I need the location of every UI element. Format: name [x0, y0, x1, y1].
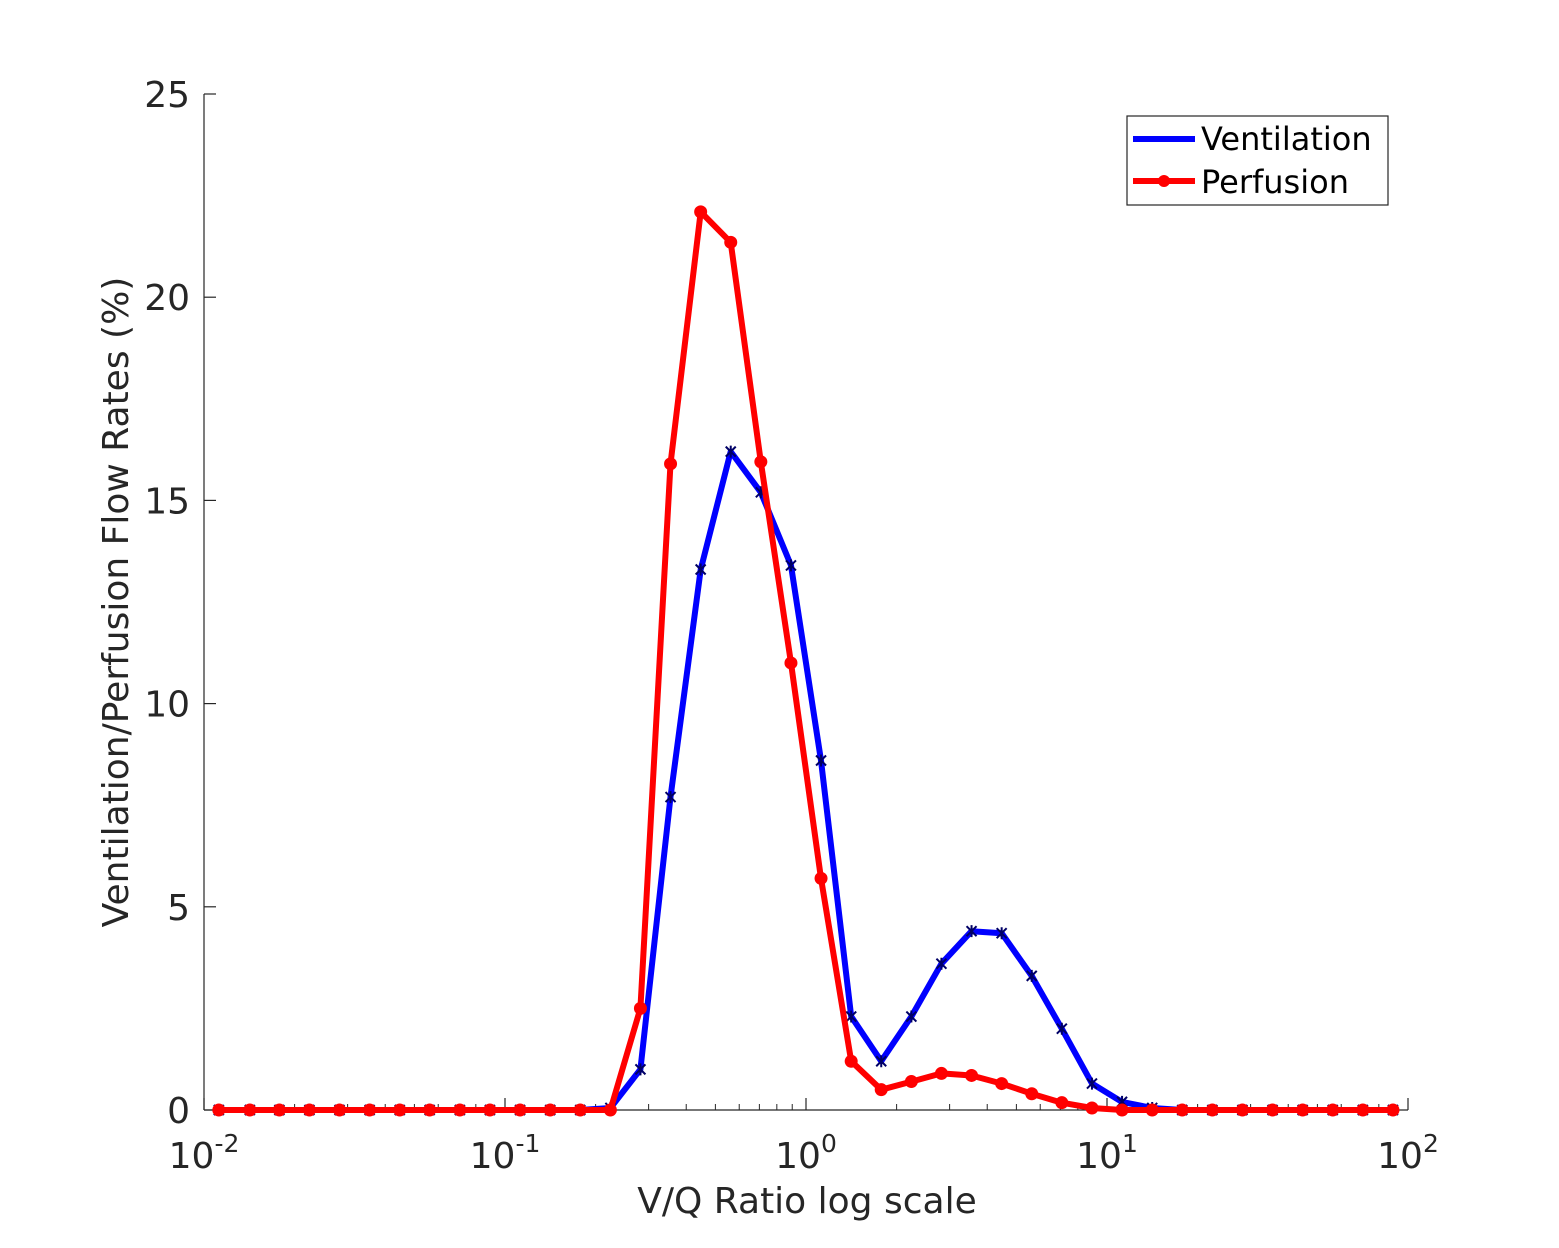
data-point-perfusion — [904, 1075, 918, 1089]
data-point-perfusion — [1386, 1103, 1400, 1117]
data-point-perfusion — [1145, 1103, 1159, 1117]
plot-series — [212, 205, 1400, 1117]
data-point-perfusion — [934, 1066, 948, 1080]
data-point-perfusion — [483, 1103, 497, 1117]
data-point-ventilation — [634, 1063, 647, 1076]
data-point-ventilation — [664, 791, 677, 804]
legend-entry-ventilation: Ventilation — [1133, 120, 1372, 158]
x-tick-label: 10-2 — [169, 1129, 240, 1177]
data-point-ventilation — [785, 559, 797, 572]
data-point-perfusion — [1205, 1103, 1219, 1117]
data-point-ventilation — [935, 957, 948, 970]
data-point-perfusion — [363, 1103, 377, 1117]
x-tick-label: 101 — [1076, 1129, 1138, 1177]
data-point-perfusion — [212, 1103, 226, 1117]
data-point-perfusion — [814, 871, 828, 885]
data-point-perfusion — [1235, 1103, 1249, 1117]
data-point-perfusion — [543, 1103, 557, 1117]
data-point-perfusion — [573, 1103, 587, 1117]
data-point-ventilation — [815, 754, 827, 767]
x-axis-ticks: 10-2 10-1 100 101 102 — [169, 1098, 1439, 1177]
legend: Ventilation Perfusion — [1126, 115, 1389, 206]
x-axis-label: V/Q Ratio log scale — [637, 1181, 977, 1222]
data-point-ventilation — [845, 1010, 857, 1023]
data-point-ventilation — [905, 1010, 918, 1023]
data-point-ventilation — [725, 445, 737, 458]
y-tick-label: 5 — [167, 888, 190, 929]
data-point-perfusion — [694, 205, 708, 219]
data-point-perfusion — [844, 1054, 858, 1068]
data-point-ventilation — [694, 563, 707, 576]
data-point-perfusion — [1356, 1103, 1370, 1117]
data-point-perfusion — [333, 1103, 347, 1117]
data-point-ventilation — [1056, 1022, 1068, 1035]
data-point-perfusion — [664, 457, 678, 471]
y-tick-label: 15 — [144, 481, 190, 522]
data-point-ventilation — [995, 927, 1008, 940]
data-point-ventilation — [875, 1055, 887, 1068]
legend-box — [1126, 115, 1389, 206]
y-tick-label: 10 — [144, 685, 190, 726]
data-point-perfusion — [1115, 1103, 1129, 1117]
y-axis-label: Ventilation/Perfusion Flow Rates (%) — [96, 277, 137, 928]
y-tick-label: 20 — [144, 278, 190, 319]
data-point-perfusion — [393, 1103, 407, 1117]
data-point-perfusion — [724, 235, 738, 249]
y-tick-label: 0 — [167, 1091, 190, 1132]
legend-entry-perfusion: Perfusion — [1133, 163, 1349, 201]
data-point-perfusion — [423, 1103, 437, 1117]
data-point-perfusion — [513, 1103, 527, 1117]
data-point-perfusion — [995, 1077, 1009, 1091]
data-point-perfusion — [1266, 1103, 1280, 1117]
data-point-perfusion — [1085, 1101, 1099, 1115]
data-point-perfusion — [1326, 1103, 1340, 1117]
x-tick-label: 102 — [1377, 1129, 1439, 1177]
series-line-perfusion — [215, 208, 1396, 1113]
data-point-perfusion — [272, 1103, 286, 1117]
legend-marker-perfusion — [1158, 175, 1170, 187]
legend-label-ventilation: Ventilation — [1201, 120, 1372, 158]
data-point-perfusion — [1175, 1103, 1189, 1117]
data-point-perfusion — [453, 1103, 467, 1117]
data-point-perfusion — [603, 1103, 617, 1117]
data-point-perfusion — [633, 1001, 647, 1015]
data-point-perfusion — [1025, 1087, 1039, 1101]
x-tick-label: 10-1 — [470, 1129, 541, 1177]
data-point-perfusion — [965, 1068, 979, 1082]
data-point-perfusion — [874, 1083, 888, 1097]
data-point-perfusion — [243, 1103, 257, 1117]
series-perfusion — [212, 205, 1400, 1117]
y-tick-label: 25 — [144, 75, 190, 116]
axes — [203, 94, 1408, 1111]
data-point-perfusion — [1296, 1103, 1310, 1117]
y-axis-ticks: 0 5 10 15 20 25 — [144, 75, 216, 1132]
data-point-ventilation — [965, 925, 978, 938]
x-tick-label: 100 — [775, 1129, 837, 1177]
data-point-perfusion — [1055, 1096, 1069, 1110]
legend-label-perfusion: Perfusion — [1201, 163, 1349, 201]
data-point-ventilation — [1026, 969, 1038, 982]
data-point-ventilation — [1086, 1077, 1098, 1090]
data-point-perfusion — [302, 1103, 316, 1117]
data-point-perfusion — [754, 455, 768, 469]
data-point-perfusion — [784, 656, 798, 670]
